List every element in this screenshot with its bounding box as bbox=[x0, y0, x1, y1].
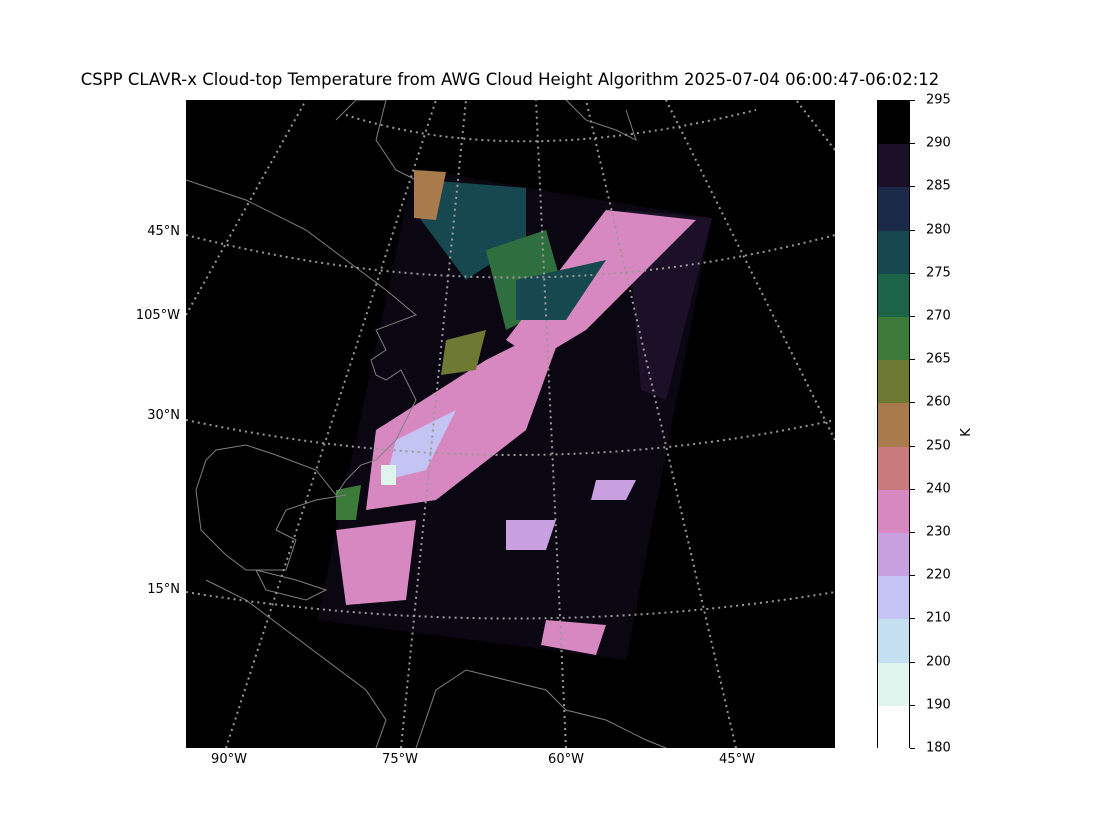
colorbar-tick bbox=[910, 316, 915, 317]
lon-label-75w: 75°W bbox=[382, 752, 418, 767]
coastline-cuba bbox=[255, 569, 328, 601]
colorbar-tick-label: 290 bbox=[926, 135, 951, 151]
colorbar-tick bbox=[910, 229, 915, 231]
colorbar-segment bbox=[878, 619, 909, 664]
swath-green-west bbox=[336, 485, 361, 520]
colorbar-tick bbox=[910, 532, 915, 533]
colorbar-segment bbox=[878, 187, 909, 232]
colorbar-tick bbox=[910, 186, 915, 188]
colorbar-tick-label: 275 bbox=[926, 265, 951, 281]
colorbar-segment bbox=[878, 273, 909, 318]
coastline-north-america bbox=[186, 179, 417, 571]
colorbar-segment bbox=[878, 360, 909, 404]
coastline-arctic bbox=[565, 100, 637, 141]
colorbar-tick-label: 220 bbox=[926, 567, 951, 583]
colorbar-tick-label: 265 bbox=[926, 351, 951, 367]
colorbar-segment bbox=[878, 705, 909, 750]
colorbar-segment bbox=[878, 101, 909, 145]
swath-pink-band-north bbox=[506, 210, 696, 360]
lat-label-45n: 45°N bbox=[147, 224, 180, 239]
swath-lavender-core bbox=[386, 410, 456, 480]
colorbar-tick bbox=[910, 445, 915, 447]
colorbar-tick bbox=[910, 618, 915, 620]
parallel-45n bbox=[186, 234, 835, 279]
lat-label-30n: 30°N bbox=[147, 408, 180, 423]
lon-label-60w: 60°W bbox=[548, 752, 584, 767]
swath-lavender-east bbox=[591, 480, 636, 500]
colorbar-unit-label: K bbox=[958, 428, 974, 437]
colorbar-segment bbox=[878, 533, 909, 577]
colorbar-segment bbox=[878, 317, 909, 361]
colorbar-tick-label: 180 bbox=[926, 740, 951, 756]
colorbar-segment bbox=[878, 576, 909, 620]
colorbar-tick bbox=[910, 143, 915, 145]
chart-title: CSPP CLAVR-x Cloud-top Temperature from … bbox=[80, 70, 940, 89]
swath-pink-south-c bbox=[541, 620, 606, 655]
colorbar-tick bbox=[910, 575, 915, 577]
colorbar-tick bbox=[910, 272, 915, 274]
graticule bbox=[186, 100, 835, 748]
swath-teal-east bbox=[516, 260, 606, 320]
colorbar-tick-label: 210 bbox=[926, 610, 951, 626]
colorbar-tick bbox=[910, 359, 915, 361]
colorbar-segment bbox=[878, 446, 909, 491]
cloud-swath bbox=[317, 168, 712, 660]
map-canvas bbox=[186, 100, 835, 748]
colorbar-segment bbox=[878, 403, 909, 448]
swath-pink-south-a bbox=[336, 520, 416, 605]
lon-label-105w: 105°W bbox=[135, 308, 180, 323]
coastline-canada-north bbox=[335, 100, 417, 181]
meridian-60w bbox=[535, 100, 567, 748]
colorbar-tick-label: 280 bbox=[926, 222, 951, 238]
colorbar-segment bbox=[878, 662, 909, 707]
swath-pink-south-b bbox=[506, 520, 556, 550]
lon-label-45w: 45°W bbox=[719, 752, 755, 767]
parallel-50n bbox=[345, 109, 757, 143]
colorbar-tick-label: 190 bbox=[926, 697, 951, 713]
colorbar-segment bbox=[878, 144, 909, 188]
colorbar-tick-label: 260 bbox=[926, 394, 951, 410]
lat-label-15n: 15°N bbox=[147, 582, 180, 597]
colorbar-tick-label: 295 bbox=[926, 92, 951, 108]
swath-brown-cloud bbox=[414, 170, 446, 220]
colorbar-tick bbox=[910, 100, 915, 101]
colorbar-tick-label: 200 bbox=[926, 654, 951, 670]
colorbar-tick bbox=[910, 704, 915, 706]
meridian-75w bbox=[400, 100, 467, 748]
map-panel bbox=[186, 100, 835, 748]
colorbar-tick-label: 240 bbox=[926, 481, 951, 497]
swath-lightblue-spot bbox=[381, 465, 396, 485]
lon-label-90w: 90°W bbox=[211, 752, 247, 767]
colorbar-tick-label: 230 bbox=[926, 524, 951, 540]
colorbar-segment bbox=[878, 489, 909, 534]
meridian-15w bbox=[795, 100, 835, 151]
colorbar-tick bbox=[910, 488, 915, 490]
colorbar-tick-label: 270 bbox=[926, 308, 951, 324]
colorbar-tick bbox=[910, 402, 915, 404]
coastline-south-america bbox=[415, 669, 667, 748]
colorbar-segment bbox=[878, 230, 909, 275]
colorbar-tick bbox=[910, 661, 915, 663]
colorbar-tick-label: 285 bbox=[926, 178, 951, 194]
colorbar bbox=[877, 100, 910, 750]
swath-green-mid bbox=[441, 330, 486, 375]
colorbar-tick bbox=[910, 748, 915, 749]
colorbar-tick-label: 250 bbox=[926, 438, 951, 454]
meridian-105w bbox=[186, 100, 307, 316]
